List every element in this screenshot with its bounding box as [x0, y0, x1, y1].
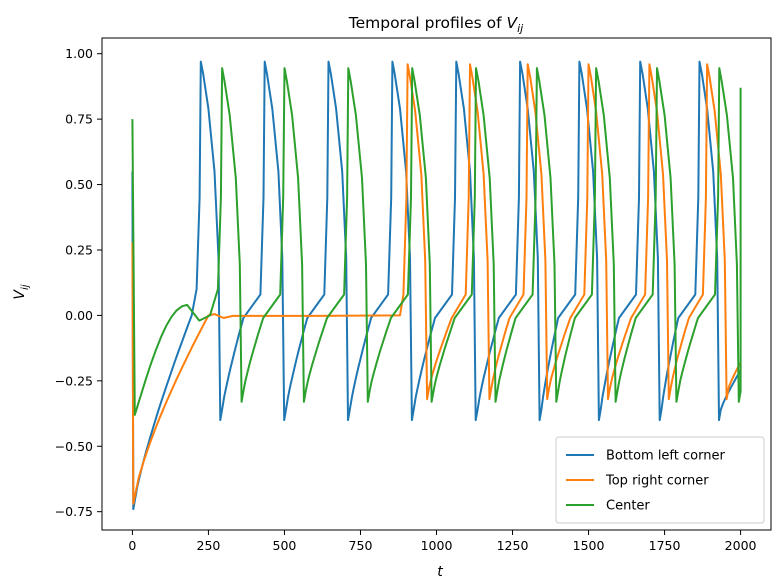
legend-box [555, 436, 765, 524]
x-tick-label: 0 [128, 538, 136, 553]
legend-label: Top right corner [605, 474, 709, 489]
x-tick-label: 1000 [421, 538, 453, 553]
legend-label: Bottom left corner [606, 449, 725, 464]
x-tick-label: 500 [273, 538, 297, 553]
x-tick-label: 750 [349, 538, 373, 553]
y-tick-label: 0.00 [65, 308, 93, 323]
x-tick-label: 250 [197, 538, 221, 553]
x-axis: 0 250 500 750 1000 1250 1500 1750 2000 [128, 530, 757, 553]
x-axis-label: t [437, 564, 443, 580]
chart-title: Temporal profiles of Vij [348, 14, 524, 35]
y-tick-label: −0.50 [55, 439, 93, 454]
y-tick-label: 1.00 [65, 46, 93, 61]
series-line-top-right-corner [131, 63, 742, 505]
x-tick-label: 2000 [725, 538, 757, 553]
y-tick-label: −0.75 [55, 504, 93, 519]
series-line-bottom-left-corner [131, 60, 742, 511]
y-tick-label: 0.75 [65, 112, 93, 127]
y-axis: −0.75 −0.50 −0.25 0.00 0.25 0.50 0.75 1.00 [55, 46, 102, 519]
y-tick-label: 0.50 [65, 177, 93, 192]
legend: Bottom left corner Top right corner Center [555, 436, 765, 524]
y-tick-label: −0.25 [55, 373, 93, 388]
x-tick-label: 1250 [497, 538, 529, 553]
x-tick-label: 1750 [649, 538, 681, 553]
y-tick-label: 0.25 [65, 242, 93, 257]
y-axis-label: Vij [12, 284, 31, 299]
series-line-center [131, 67, 742, 416]
x-tick-label: 1500 [573, 538, 605, 553]
legend-label: Center [606, 499, 650, 514]
